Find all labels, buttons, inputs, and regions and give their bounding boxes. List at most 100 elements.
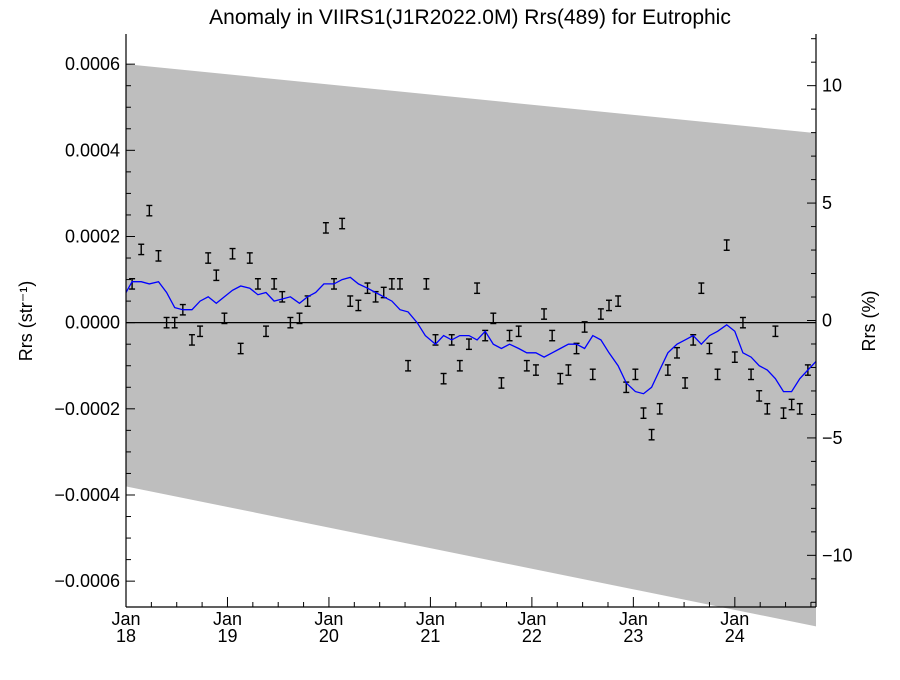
x-tick-label-month: Jan bbox=[517, 609, 546, 629]
data-point bbox=[205, 252, 212, 264]
data-point bbox=[739, 316, 746, 329]
data-point bbox=[573, 342, 580, 355]
data-point bbox=[197, 325, 204, 338]
data-point bbox=[714, 368, 721, 381]
x-tick-label-year: 18 bbox=[116, 626, 136, 646]
x-tick-label-year: 19 bbox=[217, 626, 237, 646]
y-right-tick-label: 5 bbox=[822, 193, 832, 213]
data-point bbox=[263, 325, 270, 338]
data-point bbox=[723, 239, 730, 251]
data-point bbox=[287, 316, 294, 329]
data-point bbox=[254, 278, 261, 290]
x-tick-label-month: Jan bbox=[416, 609, 445, 629]
data-point bbox=[682, 377, 689, 389]
y-tick-label: −0.0002 bbox=[54, 399, 120, 419]
x-tick-label-month: Jan bbox=[111, 609, 140, 629]
data-point bbox=[515, 325, 522, 338]
data-point bbox=[764, 402, 771, 415]
data-point bbox=[706, 342, 713, 355]
data-point bbox=[532, 364, 539, 376]
data-point bbox=[756, 390, 763, 402]
data-point bbox=[541, 308, 548, 320]
x-tick-label-year: 22 bbox=[522, 626, 542, 646]
data-point bbox=[565, 364, 572, 376]
data-point bbox=[129, 278, 136, 290]
data-point bbox=[465, 338, 472, 351]
y-tick-label: 0.0000 bbox=[65, 313, 120, 333]
data-point bbox=[664, 364, 671, 376]
data-point bbox=[347, 295, 354, 307]
x-tick-label-year: 23 bbox=[623, 626, 643, 646]
x-tick-label-year: 24 bbox=[725, 626, 745, 646]
data-point bbox=[155, 250, 162, 262]
data-point bbox=[606, 299, 612, 312]
data-point bbox=[237, 342, 244, 355]
x-tick-label-month: Jan bbox=[720, 609, 749, 629]
data-point bbox=[640, 407, 647, 419]
data-point bbox=[355, 299, 362, 312]
data-point bbox=[229, 247, 236, 260]
x-tick-label-year: 21 bbox=[420, 626, 440, 646]
data-point bbox=[788, 398, 795, 411]
data-point bbox=[673, 346, 680, 359]
y-tick-label: 0.0002 bbox=[65, 226, 120, 246]
data-point bbox=[772, 325, 779, 338]
data-point bbox=[780, 407, 787, 419]
data-point bbox=[388, 278, 395, 290]
data-point bbox=[731, 351, 738, 363]
data-point bbox=[796, 402, 803, 415]
data-point bbox=[656, 402, 663, 415]
series-line bbox=[125, 276, 817, 395]
data-point bbox=[279, 290, 286, 303]
data-point bbox=[246, 252, 253, 264]
data-point bbox=[506, 329, 513, 342]
y-right-tick-label: 10 bbox=[822, 76, 842, 96]
y-tick-label: 0.0006 bbox=[65, 54, 120, 74]
data-point bbox=[163, 316, 170, 329]
data-point bbox=[581, 321, 588, 333]
y-axis-label-right: Rrs (%) bbox=[859, 291, 879, 352]
y-right-tick-label: −10 bbox=[822, 545, 853, 565]
data-point bbox=[171, 316, 178, 329]
data-point bbox=[456, 359, 463, 372]
data-point bbox=[589, 368, 596, 381]
data-point bbox=[221, 312, 228, 325]
x-tick-label-month: Jan bbox=[213, 609, 242, 629]
x-tick-label-month: Jan bbox=[619, 609, 648, 629]
data-point bbox=[474, 282, 481, 295]
data-point bbox=[146, 204, 153, 217]
y-right-tick-label: 0 bbox=[822, 311, 832, 331]
data-point bbox=[523, 359, 530, 372]
data-point bbox=[138, 243, 145, 256]
chart-title: Anomaly in VIIRS1(J1R2022.0M) Rrs(489) f… bbox=[209, 6, 731, 29]
data-point bbox=[440, 372, 447, 385]
data-point bbox=[498, 377, 505, 389]
data-point bbox=[615, 295, 622, 307]
y-right-tick-label: −5 bbox=[822, 428, 843, 448]
x-tick-label-year: 20 bbox=[319, 626, 339, 646]
data-point bbox=[405, 359, 412, 372]
data-point bbox=[557, 372, 564, 385]
data-point bbox=[632, 368, 639, 381]
data-point bbox=[213, 269, 220, 282]
data-point bbox=[188, 334, 195, 346]
data-point bbox=[296, 312, 303, 325]
uncertainty-envelope bbox=[126, 64, 816, 627]
data-point bbox=[490, 312, 497, 325]
data-point bbox=[748, 368, 755, 381]
x-tick-label-month: Jan bbox=[314, 609, 343, 629]
data-point bbox=[597, 308, 604, 320]
data-point bbox=[339, 217, 346, 230]
data-point bbox=[423, 278, 430, 290]
data-point bbox=[549, 329, 556, 342]
data-points bbox=[129, 204, 811, 441]
y-tick-label: −0.0006 bbox=[54, 571, 120, 591]
data-point bbox=[698, 282, 705, 295]
data-point bbox=[648, 428, 655, 441]
y-tick-label: −0.0004 bbox=[54, 485, 120, 505]
data-point bbox=[271, 278, 278, 290]
y-tick-label: 0.0004 bbox=[65, 140, 120, 160]
data-point bbox=[322, 222, 329, 234]
